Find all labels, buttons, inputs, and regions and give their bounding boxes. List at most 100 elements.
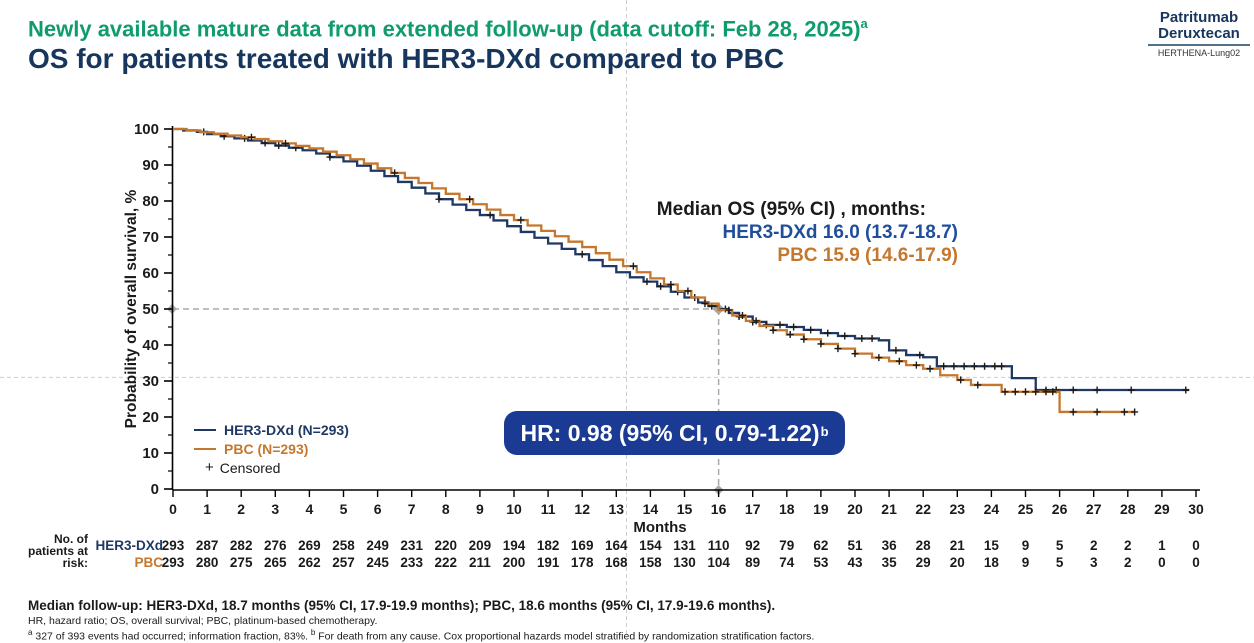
at-risk-value: 35 bbox=[882, 555, 898, 570]
at-risk-value: 9 bbox=[1022, 538, 1030, 553]
pbc-line-swatch bbox=[194, 447, 216, 450]
x-tick-label: 23 bbox=[950, 501, 966, 517]
at-risk-row-label: HER3-DXd bbox=[95, 538, 163, 553]
page-title: OS for patients treated with HER3-DXd co… bbox=[28, 43, 785, 75]
at-risk-value: 130 bbox=[673, 555, 696, 570]
at-risk-value: 43 bbox=[847, 555, 863, 570]
product-logo: Patritumab Deruxtecan HERTHENA-Lung02 bbox=[1148, 10, 1250, 58]
at-risk-value: 5 bbox=[1056, 555, 1064, 570]
y-tick-label: 100 bbox=[134, 121, 159, 138]
footnote-events-text: 327 of 393 events had occurred; informat… bbox=[32, 630, 311, 643]
x-tick-label: 20 bbox=[847, 501, 863, 517]
at-risk-value: 245 bbox=[366, 555, 389, 570]
x-axis-title: Months bbox=[633, 519, 686, 536]
at-risk-value: 89 bbox=[745, 555, 760, 570]
at-risk-value: 257 bbox=[332, 555, 355, 570]
x-tick-label: 25 bbox=[1018, 501, 1034, 517]
at-risk-value: 5 bbox=[1056, 538, 1064, 553]
at-risk-value: 36 bbox=[882, 538, 898, 553]
footnote-median-followup: Median follow-up: HER3-DXd, 18.7 months … bbox=[28, 598, 776, 613]
at-risk-row-label: PBC bbox=[134, 555, 163, 570]
at-risk-value: 258 bbox=[332, 538, 355, 553]
at-risk-value: 231 bbox=[400, 538, 423, 553]
at-risk-value: 178 bbox=[571, 555, 594, 570]
at-risk-value: 209 bbox=[469, 538, 492, 553]
at-risk-value: 262 bbox=[298, 555, 321, 570]
header: Newly available mature data from extende… bbox=[28, 10, 1128, 75]
x-tick-label: 13 bbox=[609, 501, 625, 517]
chart-legend: HER3-DXd (N=293) PBC (N=293) + Censored bbox=[194, 420, 349, 477]
at-risk-value: 164 bbox=[605, 538, 628, 553]
at-risk-header-line: No. of bbox=[54, 532, 89, 546]
x-tick-label: 17 bbox=[745, 501, 761, 517]
at-risk-value: 191 bbox=[537, 555, 560, 570]
median-os-title: Median OS (95% CI) , months: bbox=[656, 199, 926, 220]
censored-plus-icon: + bbox=[205, 458, 214, 476]
at-risk-header-line: risk: bbox=[63, 556, 88, 570]
at-risk-value: 2 bbox=[1124, 538, 1132, 553]
footnote-abbreviations: HR, hazard ratio; OS, overall survival; … bbox=[28, 614, 378, 627]
x-tick-label: 27 bbox=[1086, 501, 1102, 517]
at-risk-value: 0 bbox=[1192, 538, 1200, 553]
x-tick-label: 9 bbox=[476, 501, 484, 517]
at-risk-value: 28 bbox=[916, 538, 932, 553]
y-tick-label: 20 bbox=[142, 409, 159, 426]
x-tick-label: 4 bbox=[306, 501, 314, 517]
at-risk-value: 104 bbox=[707, 555, 730, 570]
legend-item-her3-dxd: HER3-DXd (N=293) bbox=[194, 420, 349, 439]
at-risk-value: 21 bbox=[950, 538, 966, 553]
x-tick-label: 11 bbox=[541, 501, 556, 517]
at-risk-value: 269 bbox=[298, 538, 321, 553]
y-axis: 0 10 20 30 40 50 60 70 80 90 100 Probability of ove… bbox=[123, 121, 173, 498]
hazard-ratio-badge: HR: 0.98 (95% CI, 0.79-1.22) b bbox=[504, 411, 845, 455]
legend-item-pbc: PBC (N=293) bbox=[194, 439, 349, 458]
her3-dxd-line-swatch bbox=[194, 428, 216, 431]
at-risk-value: 194 bbox=[503, 538, 526, 553]
at-risk-value: 79 bbox=[779, 538, 794, 553]
at-risk-value: 169 bbox=[571, 538, 594, 553]
logo-line2: Deruxtecan bbox=[1158, 25, 1240, 42]
at-risk-value: 222 bbox=[435, 555, 458, 570]
y-tick-label: 0 bbox=[151, 481, 159, 498]
at-risk-value: 1 bbox=[1158, 538, 1166, 553]
at-risk-value: 9 bbox=[1022, 555, 1030, 570]
y-axis-title: Probability of overall survival, % bbox=[123, 189, 140, 428]
x-tick-label: 3 bbox=[271, 501, 279, 517]
at-risk-value: 92 bbox=[745, 538, 760, 553]
median-os-annotation: Median OS (95% CI) , months: HER3-DXd 16… bbox=[600, 198, 958, 267]
legend-label-pbc: PBC (N=293) bbox=[224, 440, 309, 457]
x-tick-label: 1 bbox=[203, 501, 211, 517]
y-tick-label: 40 bbox=[142, 337, 159, 354]
x-tick-label: 18 bbox=[779, 501, 795, 517]
y-tick-label: 60 bbox=[142, 265, 159, 282]
x-tick-label: 6 bbox=[374, 501, 382, 517]
at-risk-value: 158 bbox=[639, 555, 662, 570]
x-tick-label: 15 bbox=[677, 501, 693, 517]
legend-label-censored: Censored bbox=[219, 459, 281, 476]
at-risk-value: 233 bbox=[400, 555, 423, 570]
at-risk-value: 293 bbox=[162, 538, 185, 553]
at-risk-value: 74 bbox=[779, 555, 795, 570]
x-tick-label: 28 bbox=[1120, 501, 1136, 517]
x-tick-label: 16 bbox=[711, 501, 727, 517]
at-risk-value: 249 bbox=[366, 538, 389, 553]
median-os-pbc: PBC 15.9 (14.6-17.9) bbox=[777, 245, 958, 266]
curve-pbc bbox=[173, 127, 1135, 414]
at-risk-value: 220 bbox=[435, 538, 458, 553]
y-tick-label: 10 bbox=[142, 445, 159, 462]
at-risk-value: 293 bbox=[162, 555, 185, 570]
at-risk-value: 182 bbox=[537, 538, 560, 553]
y-tick-label: 90 bbox=[142, 157, 159, 174]
footnotes: Median follow-up: HER3-DXd, 18.7 months … bbox=[28, 598, 1250, 643]
hazard-ratio-text: HR: 0.98 (95% CI, 0.79-1.22) bbox=[520, 419, 820, 446]
at-risk-value: 282 bbox=[230, 538, 253, 553]
x-tick-label: 22 bbox=[915, 501, 931, 517]
slide-subtitle-text: Newly available mature data from extende… bbox=[28, 16, 861, 42]
logo-line1: Patritumab bbox=[1159, 9, 1239, 26]
at-risk-value: 62 bbox=[813, 538, 828, 553]
x-tick-label: 14 bbox=[643, 501, 659, 517]
x-tick-label: 30 bbox=[1188, 501, 1204, 517]
x-tick-label: 10 bbox=[506, 501, 522, 517]
at-risk-value: 131 bbox=[673, 538, 696, 553]
